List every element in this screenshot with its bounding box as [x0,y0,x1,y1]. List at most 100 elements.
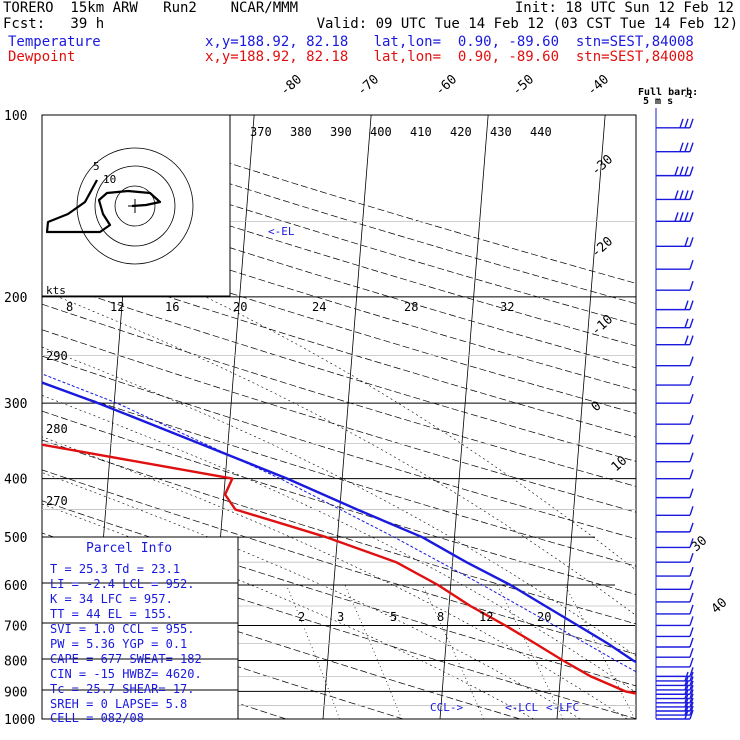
wind-barb-flag [689,434,694,444]
wind-barb-flag [684,190,689,200]
wind-barb [656,375,694,386]
lcl-marker: <-LCL [505,701,538,714]
wind-barb-flag [684,166,689,176]
theta-label: 390 [330,125,352,139]
wind-barb [656,142,694,153]
theta-label: 440 [530,125,552,139]
wind-barb [656,580,694,591]
parcel-info-row: TT = 44 EL = 155. [50,607,173,621]
wind-barb [656,335,694,346]
parcel-info-row: Tc = 25.7 SHEAR= 17. [50,682,195,696]
moist-adiabat-label: 20 [233,300,247,314]
wind-barb [656,616,694,627]
wind-barb-flag [684,300,689,310]
moist-adiabat [57,296,636,616]
wind-barb-flag [689,604,694,615]
wind-barb [656,647,694,658]
wind-barb-flag [689,676,694,686]
wind-barb [656,637,694,648]
isotherm [322,115,372,719]
mixing-ratio-label: 3 [337,610,344,624]
wind-barb [656,657,694,668]
wind-barb [656,488,694,499]
theta-side-label: 280 [46,422,68,436]
valid-time: Valid: 09 UTC Tue 14 Feb 12 (03 CST Tue … [316,16,738,32]
el-marker: <-EL [268,225,295,238]
parcel-info-row: PW = 5.36 YGP = 0.1 [50,637,187,651]
wind-barb-flag [679,142,684,152]
barbs-title-line2: 5 m s [643,96,673,107]
parcel-info-row: SREH = 0 LAPSE= 5.8 [50,697,187,711]
wind-barb-flag [689,701,694,712]
wind-barb [656,592,694,603]
wind-barb [656,414,694,425]
pressure-label-800: 800 [4,654,27,669]
mixing-ratio-label: 8 [437,610,444,624]
wind-barb-flag [684,142,689,152]
wind-barb-flag [689,280,694,291]
mixing-ratio-label: 2 [298,610,305,624]
wind-barb [656,237,694,248]
hodograph-ring-label-5: 5 [93,160,100,173]
hodograph-ring-label-10: 10 [103,173,116,186]
parcel-info-row: SVI = 1.0 CCL = 955. [50,622,195,636]
parcel-info-row: CAPE = 677 SWEAT= 182 [50,652,202,666]
wind-barb-flag [689,318,694,328]
pressure-label-500: 500 [4,531,27,546]
wind-barb-flag [689,552,694,563]
isotherm-label: 40 [709,595,731,617]
moist-adiabat-label: 28 [404,300,418,314]
wind-barb [656,318,694,329]
isotherm-label: -60 [433,72,460,99]
pressure-label-300: 300 [4,397,27,412]
wind-barb [656,118,694,129]
pressure-label-1000: 1000 [4,713,35,728]
legend-dewpoint-label: Dewpoint [8,49,76,65]
pressure-label-600: 600 [4,579,27,594]
moist-adiabat [205,296,636,571]
lfc-marker: <-LFC [546,701,579,714]
moist-adiabat-label: 24 [312,300,326,314]
hodograph-ring [76,147,194,265]
forecast-hour: Fcst: 39 h [3,16,105,32]
wind-barb-flag [689,190,694,200]
wind-barb [656,259,694,270]
moist-adiabat-label: 12 [110,300,124,314]
isotherm-label: -70 [355,72,382,99]
wind-barb-flag [689,488,694,498]
theta-label: 400 [370,125,392,139]
wind-barb-flag [689,393,694,404]
init-time: Init: 18 UTC Sun 12 Feb 12 [514,0,734,16]
wind-barb-flag [689,237,694,247]
wind-barb-flag [674,190,679,200]
moist-adiabat-label: 16 [165,300,179,314]
wind-barb-flag [689,580,694,590]
wind-barb [656,212,694,223]
theta-label: 380 [290,125,312,139]
wind-barb-flag [684,212,689,222]
wind-barb-flag [689,538,694,548]
wind-barb-flag [689,637,694,648]
temperature-line [42,381,636,664]
wind-barb [656,566,694,577]
isotherm-label: -50 [510,72,537,99]
wind-barb-flag [689,212,694,222]
legend-temperature-station: x,y=188.92, 82.18 lat,lon= 0.90, -89.60 … [205,34,694,50]
theta-label: 370 [250,125,272,139]
theta-side-label: 270 [46,494,68,508]
wind-barb [656,280,694,291]
wind-barb-flag [689,452,694,462]
parcel-info-row: CELL = 082/08 [50,711,144,725]
wind-barb-flag [679,190,684,200]
model-header: TORERO 15km ARW Run2 NCAR/MMM [3,0,299,16]
wind-barb-flag [689,566,694,577]
wind-barb-flag [689,647,694,658]
wind-barb-flag [684,237,689,247]
theta-label: 430 [490,125,512,139]
wind-barb [656,522,694,533]
wind-barb-flag [689,680,694,691]
mixing-ratio-line [564,584,636,719]
parcel-info-row: LI = -2.4 LCL = 952. [50,577,195,591]
mixing-ratio-label: 12 [479,610,493,624]
